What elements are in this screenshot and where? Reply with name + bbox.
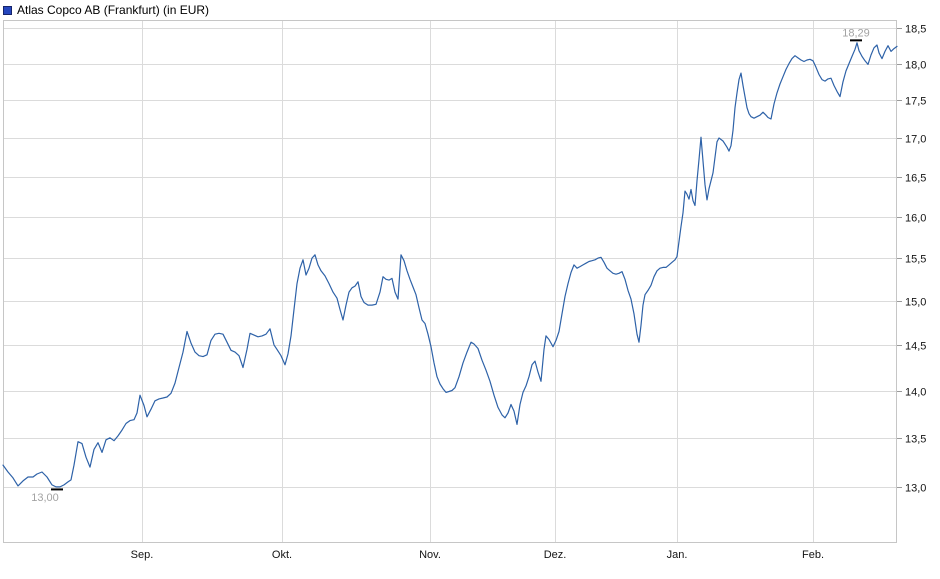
x-axis-label: Nov. bbox=[419, 549, 441, 561]
x-axis-label: Dez. bbox=[544, 549, 567, 561]
chart-title: Atlas Copco AB (Frankfurt) (in EUR) bbox=[17, 3, 210, 17]
y-axis-label: 13,0 bbox=[905, 483, 926, 495]
price-line bbox=[2, 42, 898, 488]
y-axis-label: 14,5 bbox=[905, 341, 926, 353]
x-axis-label: Okt. bbox=[272, 549, 292, 561]
x-axis-label: Jan. bbox=[667, 549, 688, 561]
y-axis-label: 15,5 bbox=[905, 254, 926, 266]
y-axis-label: 15,0 bbox=[905, 297, 926, 309]
y-axis-label: 18,5 bbox=[905, 24, 926, 36]
plot-border bbox=[3, 20, 897, 543]
x-axis-label: Sep. bbox=[131, 549, 154, 561]
y-axis-label: 18,0 bbox=[905, 60, 926, 72]
x-axis-label: Feb. bbox=[802, 549, 824, 561]
y-axis-label: 17,5 bbox=[905, 96, 926, 108]
chart-header: Atlas Copco AB (Frankfurt) (in EUR) bbox=[3, 2, 209, 18]
period-low-label: 13,00 bbox=[31, 492, 59, 504]
y-axis-label: 16,0 bbox=[905, 213, 926, 225]
period-high-label: 18,29 bbox=[842, 27, 870, 39]
y-axis-label: 16,5 bbox=[905, 173, 926, 185]
y-axis-label: 13,5 bbox=[905, 434, 926, 446]
y-axis-label: 17,0 bbox=[905, 134, 926, 146]
y-axis-label: 14,0 bbox=[905, 387, 926, 399]
legend-series-marker bbox=[3, 5, 12, 15]
